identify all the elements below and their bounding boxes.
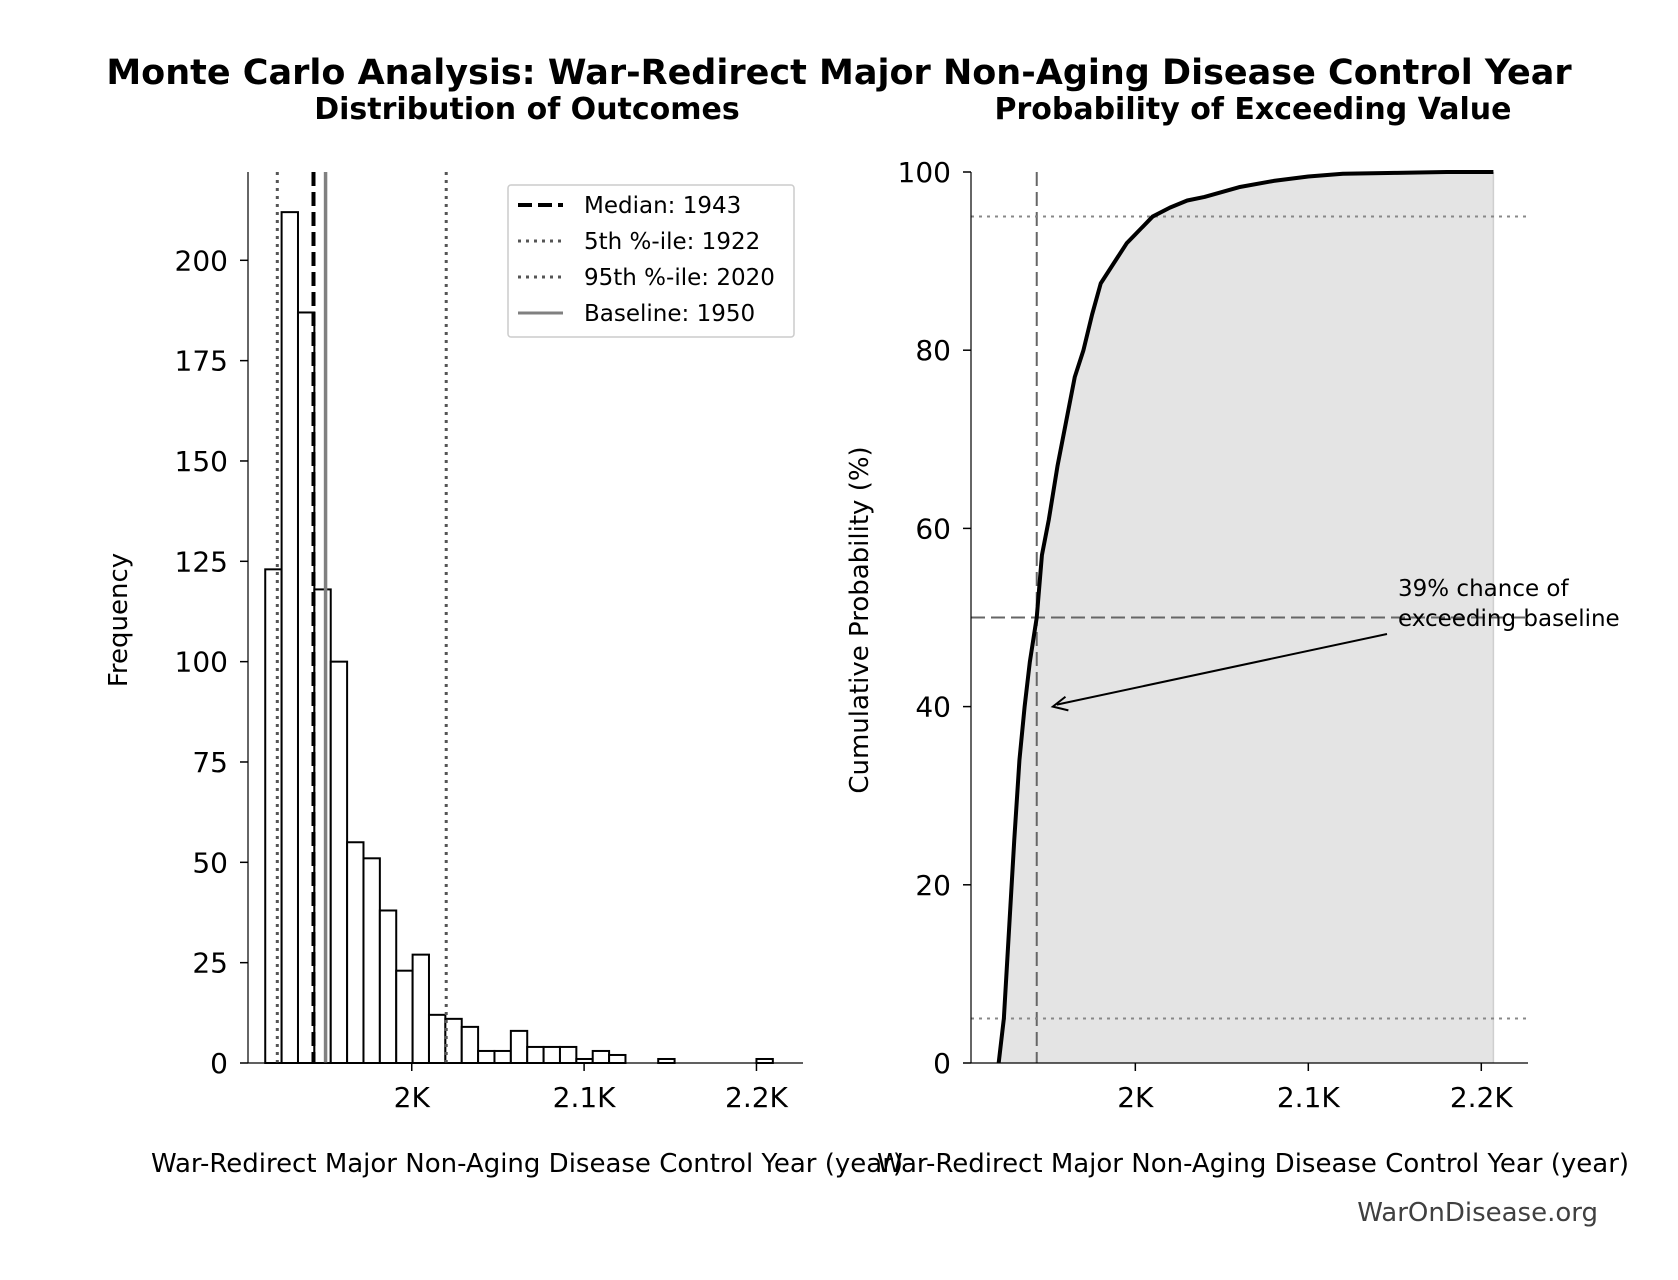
histogram-reference-lines	[275, 172, 448, 1063]
x-tick-label: 2.2K	[1450, 1081, 1514, 1114]
y-tick-label: 100	[175, 646, 228, 679]
x-tick-label: 2.1K	[553, 1081, 617, 1114]
histogram-bar	[526, 1045, 545, 1064]
histogram-title: Distribution of Outcomes	[314, 92, 740, 127]
histogram-bar	[509, 1029, 529, 1064]
histogram-bar	[558, 1045, 578, 1064]
cumulative-title: Probability of Exceeding Value	[994, 92, 1511, 127]
histogram-bar	[329, 660, 349, 1064]
histogram-bar	[542, 1045, 561, 1064]
x-tick-label: 2K	[1117, 1081, 1154, 1114]
legend-label: 95th %-ile: 2020	[584, 265, 775, 291]
histogram-bar	[493, 1049, 512, 1065]
histogram-bar	[313, 588, 332, 1064]
y-tick-label: 60	[915, 512, 951, 545]
y-tick-label: 20	[915, 869, 951, 902]
cumulative-area	[998, 172, 1494, 1063]
y-tick-label: 0	[210, 1047, 228, 1080]
annotation-arrow-line	[1056, 633, 1388, 706]
x-tick-label: 2K	[394, 1081, 431, 1114]
legend-label: 5th %-ile: 1922	[584, 229, 760, 255]
legend-label: Baseline: 1950	[584, 301, 755, 327]
y-tick-label: 0	[933, 1047, 951, 1080]
y-tick-label: 175	[175, 345, 228, 378]
histogram-bar	[755, 1057, 774, 1064]
cumulative-y-axis-label: Cumulative Probability (%)	[845, 446, 875, 793]
legend-box	[507, 184, 795, 338]
cumulative-annotation: 39% chance of exceeding baseline	[1050, 576, 1620, 712]
x-tick-label: 2.2K	[725, 1081, 789, 1114]
histogram-bar	[608, 1053, 627, 1065]
y-tick-label: 25	[192, 947, 228, 980]
histogram-bar	[477, 1049, 496, 1065]
histogram-bar	[411, 953, 430, 1064]
histogram-bar	[591, 1049, 611, 1065]
cumulative-chart: Probability of Exceeding Value 2K 2.1K 2.2…	[845, 92, 1629, 1179]
histogram-bar	[264, 568, 283, 1064]
cumulative-curve	[996, 170, 1494, 1064]
y-tick-label: 125	[175, 545, 228, 578]
histogram-chart: Distribution of Outcomes 2K 2.1K 2.2K 0 25 50…	[104, 92, 903, 1179]
histogram-bar	[395, 969, 414, 1065]
y-tick-label: 75	[192, 746, 228, 779]
histogram-legend: Median: 1943 5th %-ile: 1922 95th %-ile: 2…	[507, 184, 795, 338]
watermark: WarOnDisease.org	[1357, 1198, 1598, 1228]
y-tick-label: 100	[898, 156, 951, 189]
x-tick-label: 2.1K	[1277, 1081, 1341, 1114]
y-tick-label: 200	[175, 244, 228, 277]
legend-label: Median: 1943	[584, 193, 741, 219]
histogram-bar	[460, 1025, 480, 1065]
y-tick-label: 40	[915, 691, 951, 724]
cumulative-line	[996, 170, 1494, 1064]
histogram-bar	[657, 1057, 676, 1064]
annotation-text: exceeding baseline	[1398, 606, 1620, 632]
annotation-text: 39% chance of	[1398, 576, 1570, 602]
histogram-bar	[575, 1057, 594, 1064]
histogram-bars	[264, 211, 774, 1065]
histogram-axes: 2K 2.1K 2.2K 0 25 50 75 100 125 150 175 200	[175, 172, 803, 1114]
histogram-bar	[346, 841, 365, 1065]
histogram-bar	[427, 1013, 447, 1064]
histogram-x-axis-label: War-Redirect Major Non-Aging Disease Con…	[151, 1149, 903, 1179]
y-tick-label: 50	[192, 846, 228, 879]
y-tick-label: 80	[915, 334, 951, 367]
cumulative-x-axis-label: War-Redirect Major Non-Aging Disease Con…	[877, 1149, 1629, 1179]
histogram-bar	[444, 1017, 463, 1065]
histogram-bar	[280, 211, 299, 1064]
cumulative-axes: 2K 2.1K 2.2K 0 20 40 60 80 100	[898, 156, 1528, 1114]
histogram-bar	[362, 857, 381, 1064]
annotation-arrowhead	[1050, 695, 1069, 712]
figure-suptitle: Monte Carlo Analysis: War-Redirect Major…	[106, 53, 1572, 93]
histogram-y-axis-label: Frequency	[104, 553, 134, 687]
histogram-bar	[378, 909, 398, 1065]
y-tick-label: 150	[175, 445, 228, 478]
